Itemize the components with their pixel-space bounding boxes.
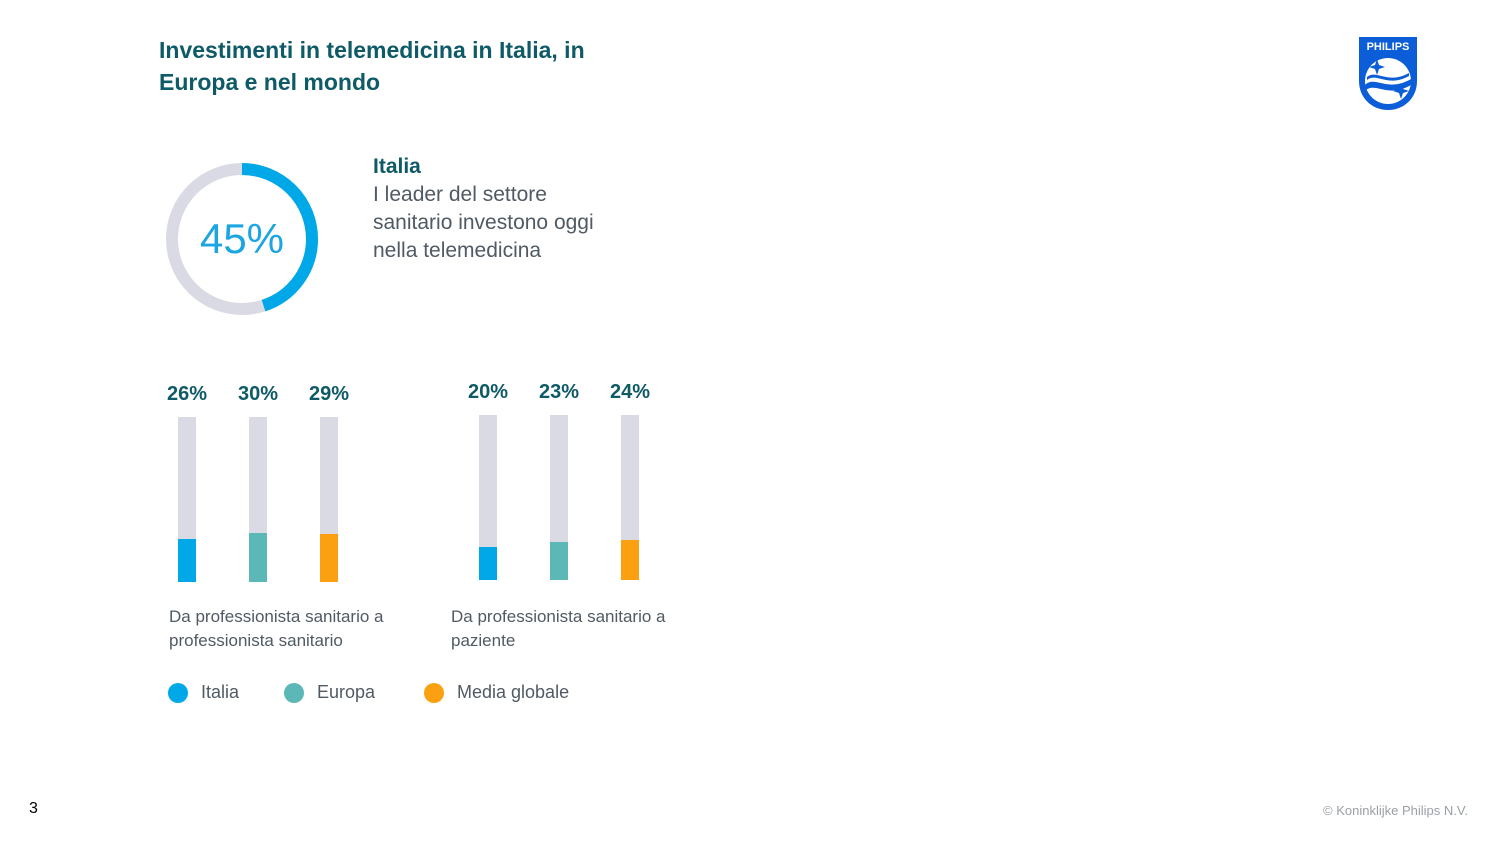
legend-dot-europa [284,682,304,703]
copyright: © Koninklijke Philips N.V. [1323,803,1468,818]
legend-dot-italia [168,682,188,703]
donut-value-label: 45% [199,215,285,262]
bar-value-label: 24% [609,381,651,403]
bar-media-globale [320,534,338,582]
legend-label: Europa [317,682,376,702]
group-label-1: Da professionista sanitario a profession… [169,607,384,650]
bar-track [479,415,497,580]
page-number: 3 [29,800,38,817]
legend-dot-globale [424,682,444,703]
highlight-heading: Italia [373,155,421,178]
legend-europa: Europa [284,682,375,703]
bar-italia [178,539,196,582]
highlight-description: Italia I leader del settore sanitario in… [373,153,613,265]
bar-track [178,417,196,582]
bar-track [621,415,639,580]
svg-text:PHILIPS: PHILIPS [1367,41,1410,53]
philips-logo: PHILIPS [1359,37,1417,110]
bar-value-label: 30% [237,383,279,405]
legend-globale: Media globale [424,682,569,703]
bar-value-label: 29% [308,383,350,405]
bar-value-label: 20% [467,381,509,403]
bar-value-label: 26% [166,383,208,405]
bar-value-label: 23% [538,381,580,403]
bar-track [249,417,267,582]
bar-italia [479,547,497,580]
bar-media-globale [621,540,639,580]
slide-title: Investimenti in telemedicina in Italia, … [159,37,585,95]
bar-track [550,415,568,580]
highlight-text: I leader del settore sanitario investono… [373,183,594,262]
donut-chart [166,163,318,315]
group-label-2: Da professionista sanitario a paziente [451,607,666,650]
bar-europa [249,532,267,582]
donut-value-arc [166,163,318,315]
legend-italia: Italia [168,682,239,703]
legend-label: Italia [201,682,240,702]
bar-track [320,417,338,582]
legend-label: Media globale [457,682,570,702]
bar-europa [550,542,568,580]
